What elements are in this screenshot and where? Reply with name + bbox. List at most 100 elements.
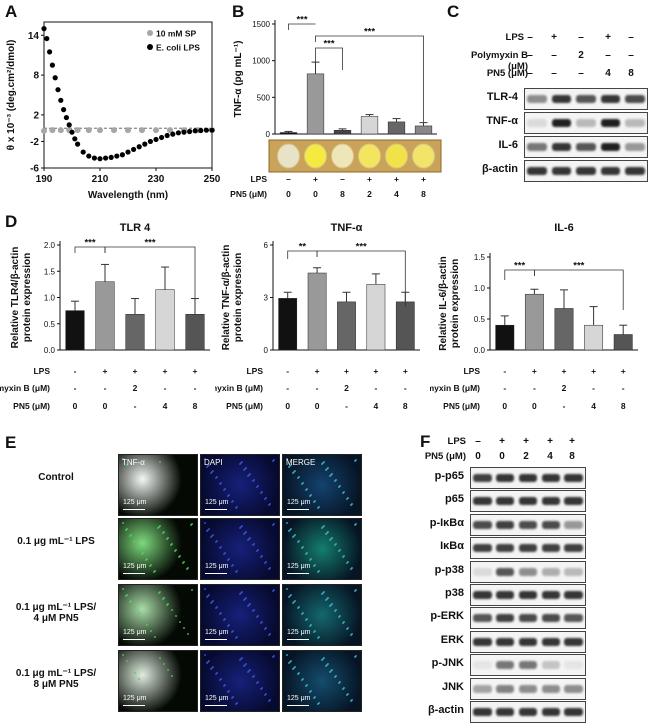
blot-band — [518, 614, 538, 623]
cell-dot — [162, 532, 164, 534]
cell-dot — [309, 495, 311, 497]
blot-strip — [470, 490, 586, 513]
row-label: Polymyxin B (μM) — [430, 383, 480, 393]
blot-strip — [470, 537, 586, 560]
scale-bar — [205, 573, 227, 574]
blot-band — [496, 497, 515, 506]
bar — [155, 289, 175, 351]
data-point — [170, 131, 176, 137]
row-cell: + — [403, 366, 408, 376]
cell-dot — [329, 475, 331, 477]
y-tick-label: 0.0 — [44, 346, 56, 355]
blot-band — [473, 614, 492, 623]
cell-dot — [159, 591, 161, 593]
cell-dot — [286, 654, 288, 656]
cell-dot — [269, 699, 271, 701]
scale-bar — [287, 509, 309, 510]
row-cell: - — [374, 383, 377, 393]
row-label: Polymyxin B (μM) — [0, 383, 50, 393]
cell-dot — [146, 558, 148, 560]
blot-band — [600, 95, 621, 103]
plate-well — [304, 143, 327, 169]
cell-dot — [228, 558, 230, 560]
y-axis-label: Relative IL-6/β-actin — [438, 256, 449, 350]
scale-bar — [123, 705, 145, 706]
scale-bar — [287, 639, 309, 640]
cell-dot — [268, 700, 270, 702]
plate-well — [331, 143, 354, 169]
y-tick-label: 0.5 — [474, 315, 486, 324]
panel-c-western-blot: LPS – + – + – Polymyxin B (μM) – –2– – PN5 (μM) – – –… — [450, 20, 650, 210]
cell-dot — [126, 594, 128, 596]
data-point — [52, 75, 58, 81]
data-point — [97, 127, 103, 134]
cell-dot — [326, 598, 328, 600]
row-cell: 0 — [286, 189, 291, 199]
cell-dot — [317, 571, 319, 573]
blot-band — [541, 591, 560, 599]
fluorescence-image: 125 μm — [118, 454, 198, 516]
blot-band — [541, 684, 560, 693]
row-cell: - — [345, 401, 348, 411]
row-cell: – — [527, 68, 533, 79]
blot-band — [518, 708, 538, 716]
significance-bracket — [315, 47, 343, 70]
column-header: MERGE — [286, 458, 316, 467]
data-point — [41, 26, 47, 32]
cell-dot — [122, 458, 124, 460]
cell-dot — [158, 526, 160, 528]
data-point — [74, 127, 81, 134]
data-point — [209, 127, 215, 133]
cell-dot — [290, 528, 292, 530]
blot-label: p-p38 — [434, 563, 464, 576]
cell-dot — [290, 464, 292, 466]
row-label: PN5 (μM) — [226, 401, 263, 411]
blot-band — [496, 591, 515, 599]
row-cell: + — [499, 436, 505, 447]
cell-dot — [247, 475, 249, 477]
cell-dot — [206, 466, 208, 468]
cell-dot — [338, 682, 340, 684]
plate-well — [385, 143, 408, 169]
cell-dot — [351, 503, 353, 505]
tnf-bar-chart: TNF-α 0 3 6 Relative TNF-α/β-actin protein ex… — [215, 222, 420, 411]
cell-dot — [216, 606, 218, 608]
cell-dot — [288, 596, 290, 598]
row-label: 0.1 μg mL⁻¹ LPS — [17, 536, 95, 547]
blot-band — [576, 95, 596, 103]
row-cell: + — [523, 436, 529, 447]
cell-dot — [137, 547, 139, 549]
cell-dot — [215, 607, 217, 609]
cell-dot — [286, 522, 288, 524]
cell-dot — [158, 592, 160, 594]
row-cell: – — [551, 68, 557, 79]
y-tick-label: 3 — [264, 294, 269, 303]
cell-dot — [227, 691, 229, 693]
cell-dot — [301, 547, 303, 549]
blot-band — [518, 567, 538, 576]
cell-dot — [125, 529, 127, 531]
data-point — [75, 141, 81, 147]
legend-marker — [147, 30, 153, 36]
row-label: PN5 (μM) — [424, 451, 466, 462]
column-header: DAPI — [204, 458, 223, 467]
data-point — [136, 144, 142, 150]
cell-dot — [310, 494, 312, 496]
cell-dot — [343, 621, 345, 623]
cell-dot — [327, 663, 329, 665]
cell-dot — [343, 491, 345, 493]
data-point — [49, 62, 56, 68]
scale-label: 125 μm — [205, 629, 229, 636]
cell-dot — [346, 694, 348, 696]
panel-e-letter: E — [5, 433, 17, 452]
blot-strip — [470, 677, 586, 700]
blot-band — [527, 167, 547, 175]
cell-dot — [302, 482, 304, 484]
significance-bracket — [315, 35, 424, 122]
cell-dot — [142, 552, 144, 554]
cell-dot — [293, 471, 295, 473]
data-point — [86, 153, 92, 159]
tlr4-bar-chart: TLR 4 0.0 0.5 1.0 1.5 2.0 Relative TLR4/β-acti… — [0, 222, 210, 411]
cell-dot — [321, 593, 323, 595]
cell-dot — [292, 602, 294, 604]
